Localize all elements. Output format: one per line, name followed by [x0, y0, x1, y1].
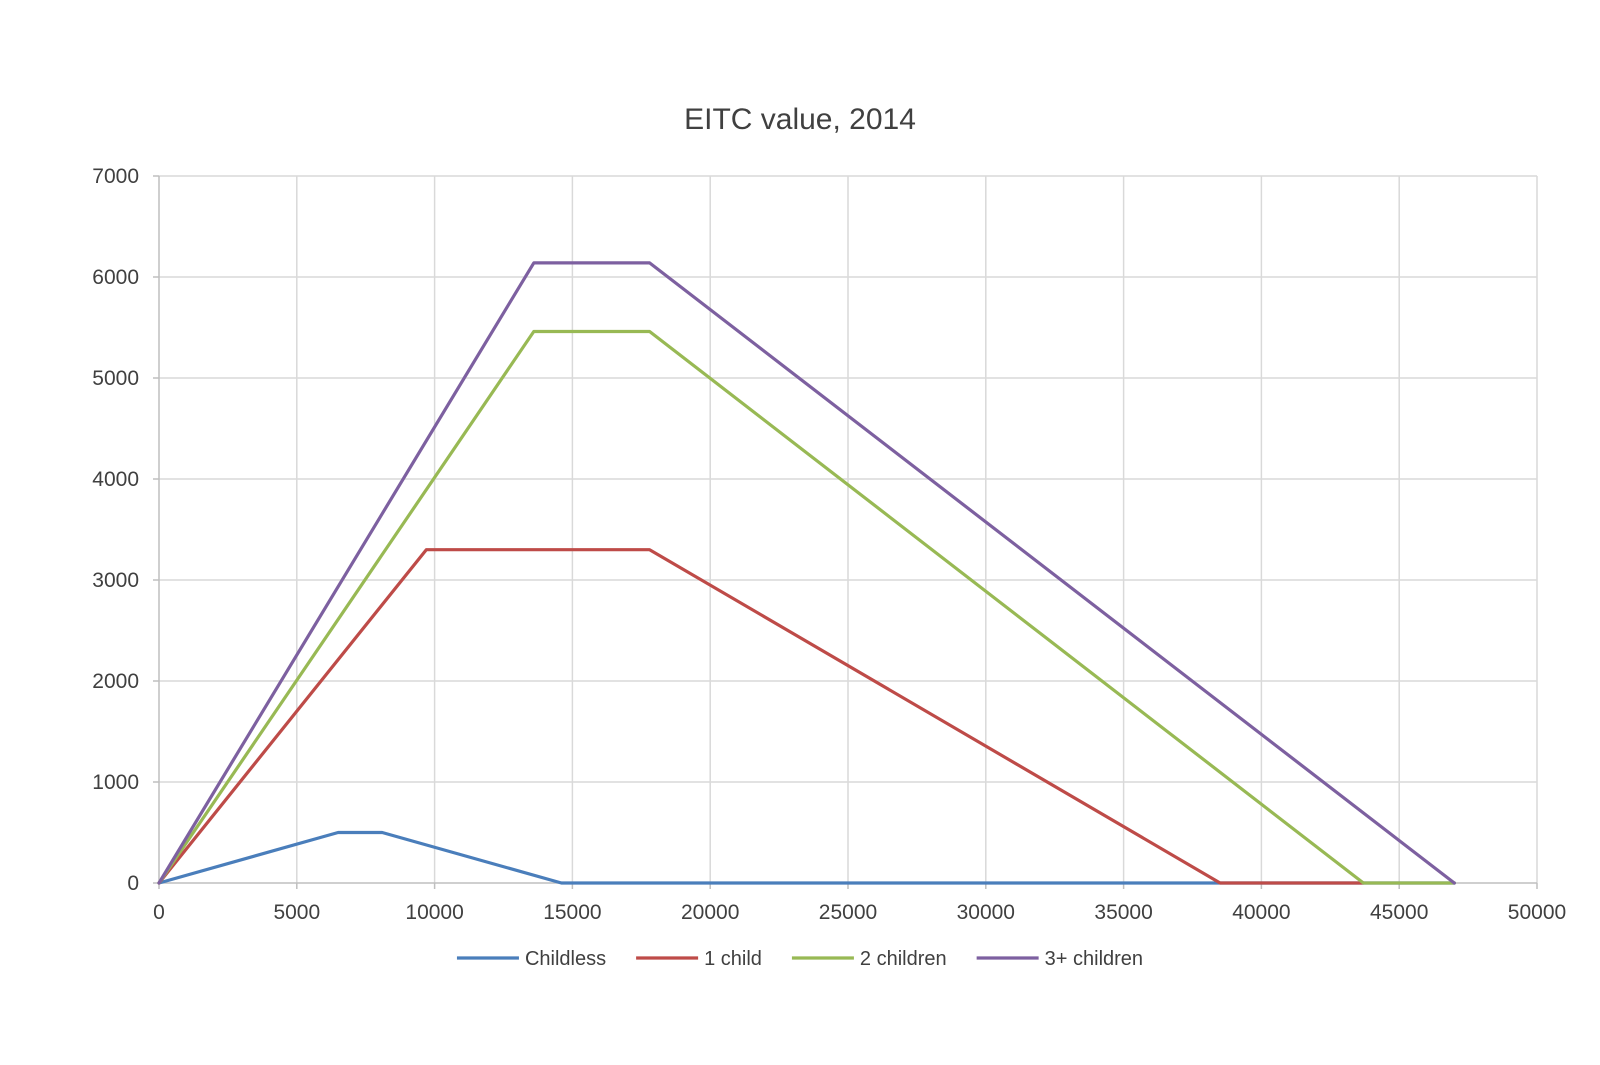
x-axis-ticks: 0 5000 10000 15000 20000 25000 30000 35000 40000…: [153, 901, 1566, 924]
legend-label: 2 children: [860, 948, 947, 970]
y-tick-label: 6000: [92, 266, 139, 289]
series-line-3-children: [157, 261, 1456, 885]
x-tick-label: 35000: [1094, 901, 1152, 924]
legend-item-childless: Childless: [456, 948, 606, 970]
x-tick-label: 30000: [957, 901, 1015, 924]
y-tick-label: 1000: [92, 771, 139, 794]
y-tick-label: 2000: [92, 670, 139, 693]
series-lines: [157, 261, 1456, 885]
legend-item-1-child: 1 child: [636, 948, 762, 970]
legend-item-2-children: 2 children: [791, 948, 947, 970]
y-tick-label: 3000: [92, 569, 139, 592]
y-axis-ticks: 0 1000 2000 3000 4000 5000 6000 7000: [92, 165, 139, 895]
x-tick-label: 50000: [1508, 901, 1566, 924]
y-tick-label: 7000: [92, 165, 139, 188]
chart-title: EITC value, 2014: [684, 103, 916, 136]
x-tick-label: 10000: [405, 901, 463, 924]
x-tick-label: 15000: [543, 901, 601, 924]
legend: Childless 1 child 2 children 3+ children: [456, 948, 1143, 970]
series-line-1-child: [157, 548, 1366, 885]
x-tick-label: 45000: [1370, 901, 1428, 924]
legend-item-3-children: 3+ children: [976, 948, 1143, 970]
series-line-childless: [157, 830, 1456, 885]
x-tick-label: 5000: [273, 901, 320, 924]
y-tick-label: 4000: [92, 468, 139, 491]
x-tick-label: 25000: [819, 901, 877, 924]
legend-label: 1 child: [704, 948, 762, 970]
gridlines: [159, 175, 1538, 883]
y-tick-label: 0: [127, 872, 139, 895]
series-line-2-children: [157, 329, 1456, 885]
x-tick-label: 40000: [1232, 901, 1290, 924]
legend-label: Childless: [525, 948, 606, 970]
x-tick-label: 0: [153, 901, 165, 924]
x-tick-label: 20000: [681, 901, 739, 924]
legend-label: 3+ children: [1045, 948, 1143, 970]
y-tick-label: 5000: [92, 367, 139, 390]
